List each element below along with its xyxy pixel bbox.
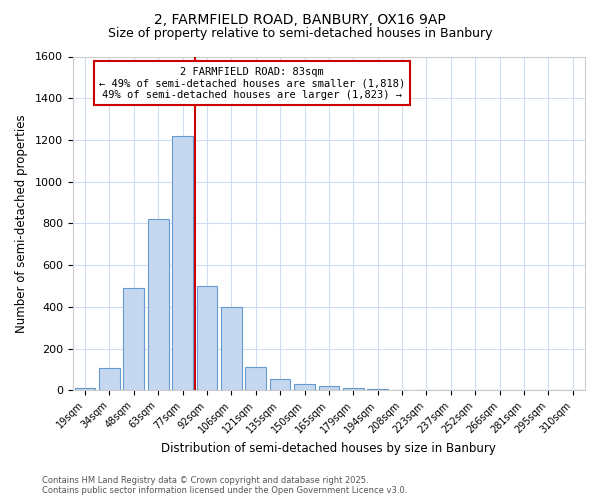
X-axis label: Distribution of semi-detached houses by size in Banbury: Distribution of semi-detached houses by … — [161, 442, 496, 455]
Bar — [294, 384, 315, 390]
Bar — [99, 368, 120, 390]
Bar — [197, 286, 217, 391]
Bar — [124, 288, 144, 390]
Bar — [221, 307, 242, 390]
Bar — [319, 386, 339, 390]
Text: 2, FARMFIELD ROAD, BANBURY, OX16 9AP: 2, FARMFIELD ROAD, BANBURY, OX16 9AP — [154, 12, 446, 26]
Y-axis label: Number of semi-detached properties: Number of semi-detached properties — [15, 114, 28, 332]
Text: Contains HM Land Registry data © Crown copyright and database right 2025.
Contai: Contains HM Land Registry data © Crown c… — [42, 476, 407, 495]
Text: Size of property relative to semi-detached houses in Banbury: Size of property relative to semi-detach… — [108, 28, 492, 40]
Bar — [343, 388, 364, 390]
Bar — [245, 368, 266, 390]
Bar — [172, 136, 193, 390]
Text: 2 FARMFIELD ROAD: 83sqm
← 49% of semi-detached houses are smaller (1,818)
49% of: 2 FARMFIELD ROAD: 83sqm ← 49% of semi-de… — [99, 66, 405, 100]
Bar — [270, 379, 290, 390]
Bar — [148, 219, 169, 390]
Bar — [74, 388, 95, 390]
